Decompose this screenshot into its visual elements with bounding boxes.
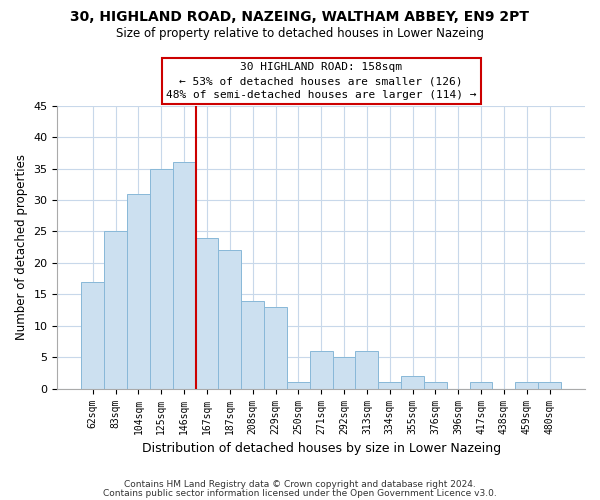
Bar xyxy=(470,382,493,388)
Bar xyxy=(287,382,310,388)
Text: Contains HM Land Registry data © Crown copyright and database right 2024.: Contains HM Land Registry data © Crown c… xyxy=(124,480,476,489)
Bar xyxy=(424,382,447,388)
Text: Contains public sector information licensed under the Open Government Licence v3: Contains public sector information licen… xyxy=(103,488,497,498)
Bar xyxy=(150,168,173,388)
Bar xyxy=(241,300,264,388)
Bar xyxy=(379,382,401,388)
Bar xyxy=(264,307,287,388)
Text: 30 HIGHLAND ROAD: 158sqm
← 53% of detached houses are smaller (126)
48% of semi-: 30 HIGHLAND ROAD: 158sqm ← 53% of detach… xyxy=(166,62,476,100)
Bar xyxy=(173,162,196,388)
Bar xyxy=(104,232,127,388)
Bar xyxy=(401,376,424,388)
Bar xyxy=(310,351,332,389)
Y-axis label: Number of detached properties: Number of detached properties xyxy=(15,154,28,340)
Text: 30, HIGHLAND ROAD, NAZEING, WALTHAM ABBEY, EN9 2PT: 30, HIGHLAND ROAD, NAZEING, WALTHAM ABBE… xyxy=(71,10,530,24)
Bar xyxy=(218,250,241,388)
Bar xyxy=(332,358,355,388)
X-axis label: Distribution of detached houses by size in Lower Nazeing: Distribution of detached houses by size … xyxy=(142,442,501,455)
Text: Size of property relative to detached houses in Lower Nazeing: Size of property relative to detached ho… xyxy=(116,28,484,40)
Bar xyxy=(82,282,104,389)
Bar xyxy=(538,382,561,388)
Bar xyxy=(515,382,538,388)
Bar xyxy=(355,351,379,389)
Bar xyxy=(127,194,150,388)
Bar xyxy=(196,238,218,388)
